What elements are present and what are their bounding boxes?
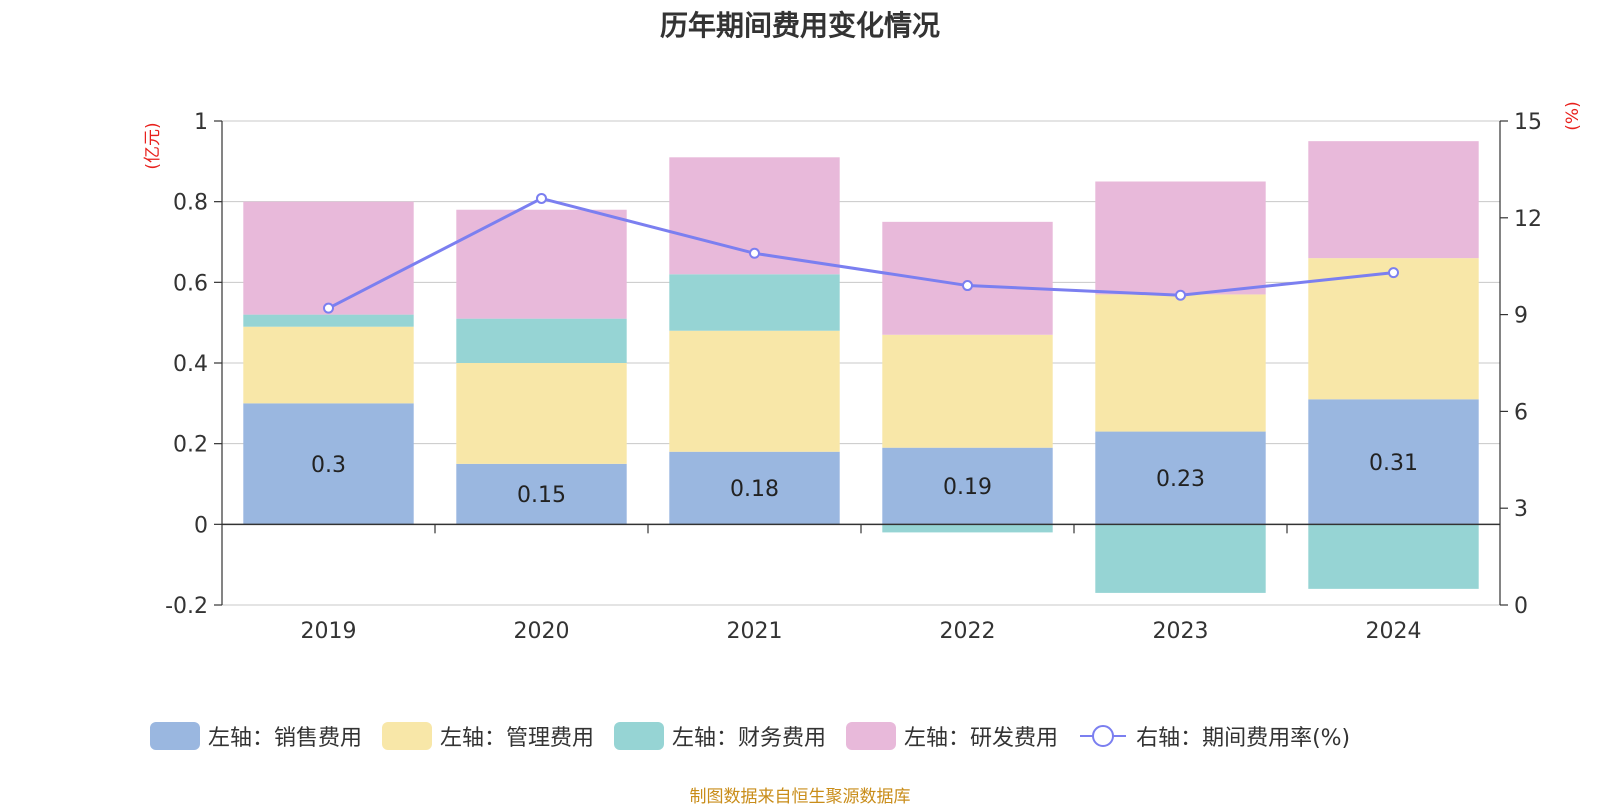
rate-point	[1175, 289, 1186, 301]
legend-label-finance: 左轴：财务费用	[672, 726, 827, 751]
bar-data-label: 0.19	[943, 475, 992, 500]
rate-point	[1388, 267, 1399, 279]
legend-item-rd[interactable]: 左轴：研发费用	[846, 720, 1058, 752]
legend-swatch-sales	[150, 722, 200, 750]
bar-segment	[882, 447, 1053, 525]
rate-point	[962, 280, 973, 292]
bar-segment	[243, 201, 414, 315]
legend-line-marker-icon	[1080, 725, 1127, 747]
rate-line-layer	[323, 192, 1399, 314]
legend-item-management[interactable]: 左轴：管理费用	[382, 720, 594, 752]
bar-segment	[669, 274, 840, 331]
bar-data-label: 0.31	[1369, 451, 1418, 476]
bar-segment	[243, 403, 414, 525]
bar-segment	[456, 463, 627, 525]
right-tick-label: 6	[1514, 400, 1528, 425]
grid-lines	[222, 120, 1500, 606]
bar-segment	[1095, 181, 1266, 295]
left-tick-label: 0.2	[173, 433, 208, 458]
legend-swatch-management	[382, 722, 433, 750]
bar-data-label: 0.23	[1156, 467, 1205, 492]
left-tick-label: 0.8	[173, 191, 208, 216]
bar-segment	[1095, 294, 1266, 432]
bar-segment	[1308, 258, 1479, 400]
legend-label-sales: 左轴：销售费用	[208, 726, 363, 751]
bar-segment	[1095, 524, 1266, 593]
bar-segment	[243, 326, 414, 404]
legend-label-rate: 右轴：期间费用率(%)	[1136, 726, 1351, 751]
right-tick-label: 12	[1514, 207, 1542, 232]
bar-data-label: 0.18	[730, 477, 779, 502]
legend-item-finance[interactable]: 左轴：财务费用	[614, 720, 826, 752]
bar-segment	[882, 334, 1053, 448]
x-tick-label: 2019	[301, 619, 357, 644]
left-axis-unit: (亿元)	[143, 122, 163, 169]
left-tick-label: 0.4	[173, 352, 208, 377]
bar-segment	[882, 524, 1053, 533]
right-tick-label: 9	[1514, 304, 1528, 329]
right-tick-label: 15	[1514, 110, 1542, 135]
bar-data-label: 0.3	[311, 453, 346, 478]
x-tick-label: 2024	[1366, 619, 1422, 644]
legend-item-rate[interactable]: 右轴：期间费用率(%)	[1078, 720, 1350, 752]
data-labels: 0.3 0.15 0.18 0.19 0.23 0.31	[311, 451, 1418, 508]
bar-data-label: 0.15	[517, 483, 566, 508]
bar-segment	[669, 451, 840, 525]
rate-point	[536, 192, 547, 204]
x-tick-label: 2020	[514, 619, 570, 644]
legend-swatch-finance	[614, 722, 665, 750]
legend-label-rd: 左轴：研发费用	[904, 726, 1059, 751]
right-tick-label: 0	[1514, 594, 1528, 619]
left-tick-label: 0	[194, 513, 208, 538]
left-tick-label: -0.2	[165, 594, 208, 619]
rate-point	[749, 247, 760, 259]
legend: 左轴：销售费用 左轴：管理费用 左轴：财务费用 左轴：研发费用 右轴：期间费用率…	[150, 718, 1370, 754]
rate-point	[323, 302, 334, 314]
chart-title: 历年期间费用变化情况	[659, 9, 940, 42]
bar-segment	[456, 318, 627, 363]
rate-line	[327, 196, 1394, 310]
bar-segment	[1308, 399, 1479, 525]
bar-segment	[456, 363, 627, 464]
axes: -0.2 0 0.2 0.4 0.6 0.8 1 0 3 6 9 12 15 2019 2020 2021 20…	[165, 110, 1542, 644]
x-tick-label: 2021	[727, 619, 783, 644]
x-tick-label: 2023	[1153, 619, 1209, 644]
left-tick-label: 0.6	[173, 271, 208, 296]
bar-layer	[243, 141, 1479, 593]
bar-segment	[1308, 141, 1479, 259]
right-axis-unit: (%)	[1563, 101, 1583, 130]
legend-swatch-rd	[846, 722, 897, 750]
bar-segment	[1095, 431, 1266, 525]
legend-item-sales[interactable]: 左轴：销售费用	[150, 720, 362, 752]
bar-segment	[882, 221, 1053, 335]
bar-segment	[1308, 524, 1479, 589]
bar-segment	[456, 209, 627, 319]
bar-segment	[243, 314, 414, 327]
x-tick-label: 2022	[940, 619, 996, 644]
legend-label-management: 左轴：管理费用	[440, 726, 595, 751]
source-note: 制图数据来自恒生聚源数据库	[689, 787, 911, 807]
left-tick-label: 1	[194, 110, 208, 135]
right-tick-label: 3	[1514, 497, 1528, 522]
bar-segment	[669, 330, 840, 452]
